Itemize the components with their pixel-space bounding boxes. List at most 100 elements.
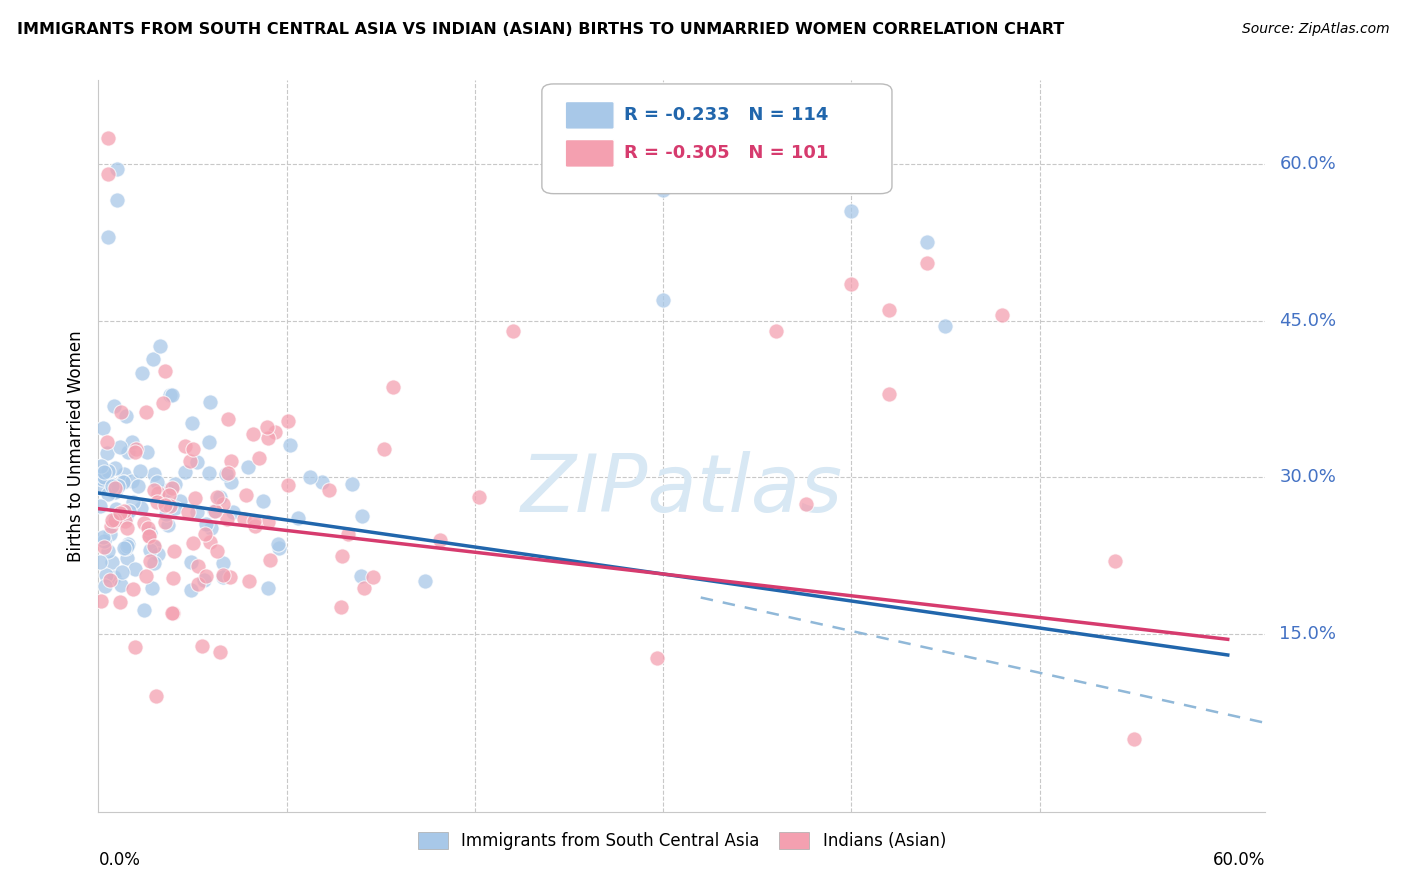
Point: [252, 493, 274, 508]
Point: [115, 521, 138, 535]
Point: [162, 607, 184, 621]
Point: [121, 435, 143, 450]
Text: 60.0%: 60.0%: [1279, 155, 1336, 173]
Point: [155, 507, 177, 521]
Point: [194, 526, 217, 541]
Point: [318, 483, 340, 497]
Point: [105, 194, 128, 208]
Legend: Immigrants from South Central Asia, Indians (Asian): Immigrants from South Central Asia, Indi…: [409, 823, 955, 858]
Point: [98, 526, 121, 541]
Point: [124, 640, 146, 654]
Point: [209, 490, 232, 504]
Point: [257, 431, 280, 445]
Point: [159, 499, 181, 513]
Point: [162, 571, 184, 585]
Point: [98, 573, 121, 587]
Point: [89, 499, 111, 513]
Point: [212, 567, 235, 582]
Point: [108, 440, 131, 454]
Point: [142, 540, 165, 554]
Point: [89, 469, 111, 483]
Point: [181, 442, 204, 456]
Point: [121, 474, 143, 488]
Point: [198, 435, 221, 450]
Point: [101, 555, 124, 569]
Point: [97, 167, 120, 181]
Point: [118, 504, 141, 518]
Text: 30.0%: 30.0%: [1279, 468, 1336, 486]
Point: [236, 460, 259, 475]
Point: [155, 515, 177, 529]
Point: [142, 483, 165, 497]
Text: IMMIGRANTS FROM SOUTH CENTRAL ASIA VS INDIAN (ASIAN) BIRTHS TO UNMARRIED WOMEN C: IMMIGRANTS FROM SOUTH CENTRAL ASIA VS IN…: [17, 22, 1064, 37]
Point: [100, 479, 122, 493]
Point: [991, 309, 1014, 323]
Point: [218, 570, 240, 584]
Point: [765, 324, 787, 338]
Point: [177, 505, 200, 519]
Point: [94, 579, 117, 593]
Point: [112, 475, 135, 490]
Point: [93, 465, 115, 479]
Point: [352, 508, 374, 523]
Point: [794, 497, 817, 511]
Point: [179, 453, 201, 467]
Point: [97, 464, 120, 478]
Point: [96, 567, 118, 582]
Point: [163, 501, 186, 516]
Point: [191, 639, 214, 653]
Point: [129, 464, 152, 478]
Point: [877, 386, 900, 401]
Point: [97, 230, 120, 244]
Point: [112, 504, 135, 518]
Point: [467, 490, 489, 504]
Point: [115, 539, 138, 553]
Point: [222, 505, 245, 519]
Point: [135, 405, 157, 419]
Point: [242, 427, 264, 442]
Point: [105, 502, 128, 516]
Point: [90, 472, 112, 486]
Point: [89, 555, 111, 569]
Point: [198, 466, 221, 480]
Point: [134, 516, 156, 530]
Point: [211, 556, 233, 570]
Text: Source: ZipAtlas.com: Source: ZipAtlas.com: [1241, 22, 1389, 37]
Point: [135, 569, 157, 583]
Point: [202, 504, 225, 518]
Point: [90, 594, 112, 608]
Point: [90, 481, 112, 495]
Point: [90, 459, 112, 474]
Text: 60.0%: 60.0%: [1213, 851, 1265, 869]
Point: [97, 544, 120, 558]
Point: [146, 485, 169, 500]
Point: [152, 395, 174, 409]
Point: [146, 475, 169, 489]
Point: [211, 497, 233, 511]
Point: [157, 488, 180, 502]
Point: [256, 516, 278, 530]
Point: [103, 569, 125, 583]
Point: [259, 553, 281, 567]
Text: 45.0%: 45.0%: [1279, 311, 1337, 330]
Point: [115, 551, 138, 566]
Point: [98, 477, 121, 491]
Point: [652, 293, 675, 307]
Point: [311, 475, 333, 489]
Point: [96, 434, 118, 449]
Point: [205, 543, 228, 558]
Point: [110, 405, 132, 419]
Point: [160, 607, 183, 621]
Point: [135, 445, 157, 459]
Point: [97, 130, 120, 145]
Point: [91, 469, 114, 483]
Point: [157, 498, 180, 512]
Point: [163, 477, 186, 491]
Point: [219, 475, 242, 489]
Point: [264, 425, 287, 439]
Point: [138, 528, 160, 542]
FancyBboxPatch shape: [565, 102, 614, 129]
Point: [256, 419, 278, 434]
Point: [233, 512, 256, 526]
Point: [155, 498, 177, 512]
